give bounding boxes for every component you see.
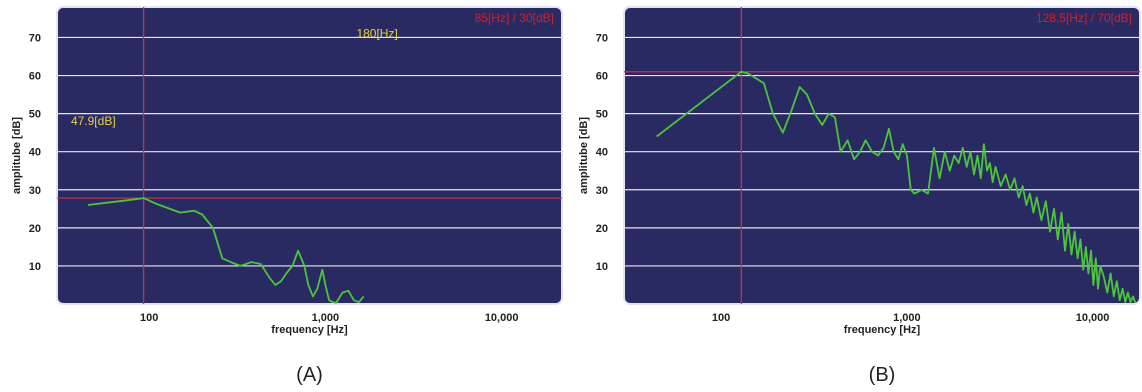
annotation-label: 47.9[dB]: [71, 114, 116, 128]
x-tick-label: 10,000: [1076, 312, 1110, 324]
y-axis-label: amplitube [dB]: [578, 117, 590, 194]
y-tick-label: 10: [596, 261, 608, 273]
series-line: [656, 70, 1137, 304]
x-tick-label: 1,000: [312, 312, 340, 324]
x-axis-label: frequency [Hz]: [844, 324, 921, 336]
y-tick-label: 60: [596, 71, 608, 83]
panel-label: (B): [869, 364, 896, 386]
x-tick-label: 10,000: [485, 312, 519, 324]
chart-panel-a: 10 20 30 40 50 60 70 100 1,000 10,000 frequency [H…: [11, 6, 563, 386]
y-tick-label: 10: [29, 261, 41, 273]
series-line: [87, 197, 365, 304]
y-tick-label: 60: [29, 71, 41, 83]
cursor-readout: 85[Hz] / 30[dB]: [475, 11, 554, 25]
x-axis-label: frequency [Hz]: [271, 324, 348, 336]
plot-area: [56, 6, 563, 305]
y-tick-label: 70: [596, 32, 608, 44]
y-tick-label: 20: [596, 223, 608, 235]
plot-area: [623, 6, 1141, 305]
x-tick-label: 100: [712, 312, 730, 324]
y-tick-label: 20: [29, 223, 41, 235]
panel-label: (A): [296, 364, 323, 386]
y-tick-label: 50: [29, 109, 41, 121]
y-tick-label: 30: [29, 185, 41, 197]
y-tick-label: 30: [596, 185, 608, 197]
y-tick-label: 40: [596, 147, 608, 159]
annotation-label: 180[Hz]: [356, 26, 397, 40]
y-axis-label: amplitube [dB]: [11, 117, 23, 194]
cursor-readout: 128.5[Hz] / 70[dB]: [1036, 11, 1132, 25]
chart-panel-b: 10 20 30 40 50 60 70 100 1,000 10,000 frequency [H…: [578, 6, 1141, 386]
x-tick-label: 1,000: [893, 312, 921, 324]
y-tick-label: 40: [29, 147, 41, 159]
x-tick-label: 100: [140, 312, 158, 324]
y-tick-label: 70: [29, 32, 41, 44]
y-tick-label: 50: [596, 109, 608, 121]
